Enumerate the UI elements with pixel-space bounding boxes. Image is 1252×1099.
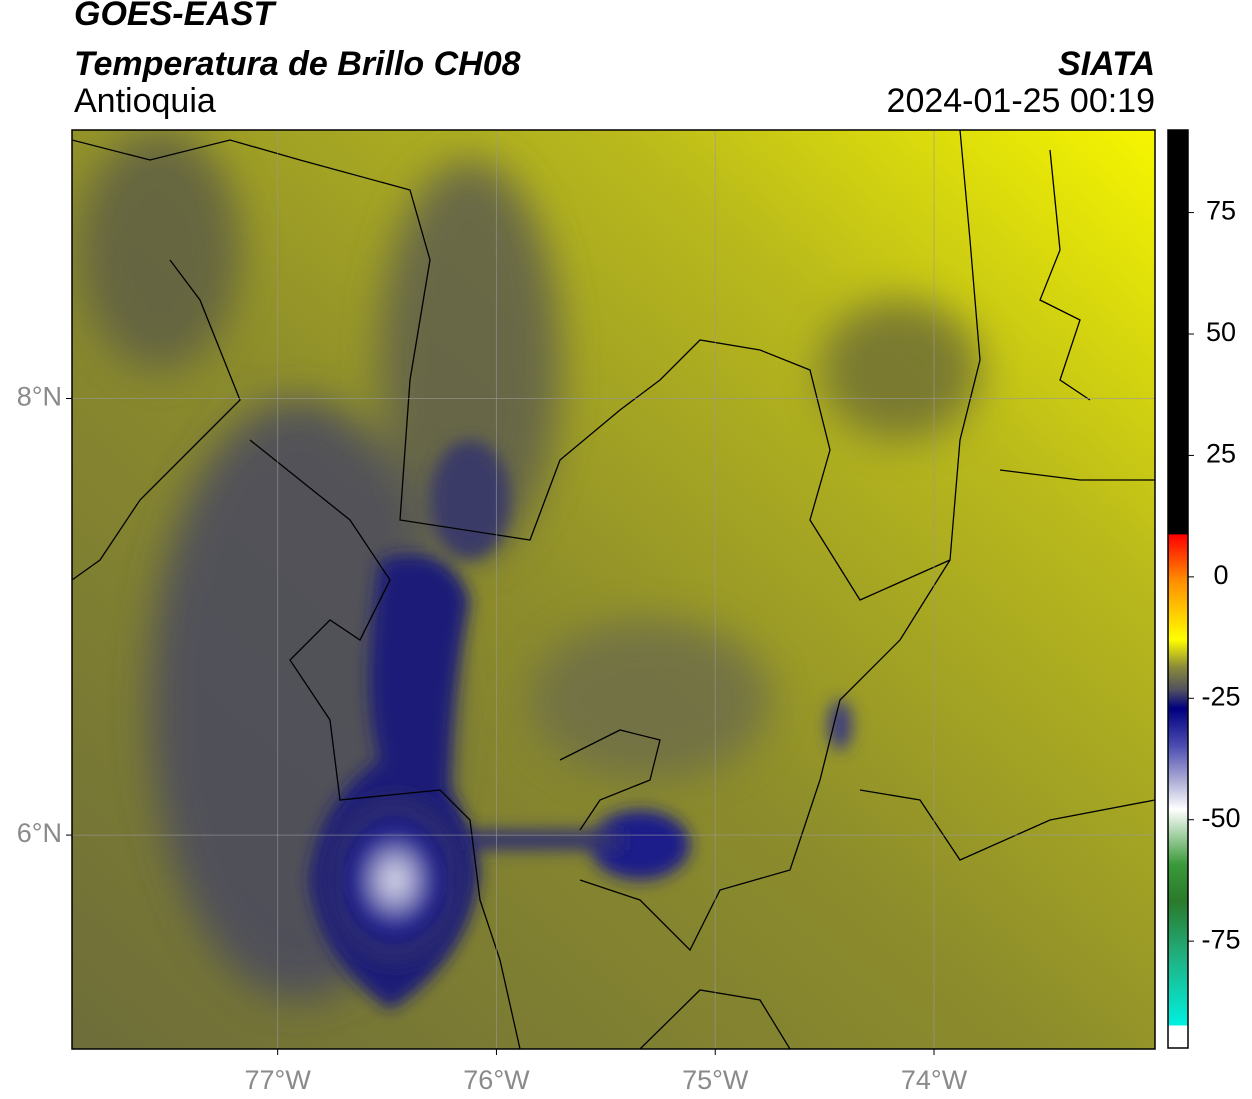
colorbar-tick-label: -25 [1201, 681, 1240, 711]
colorbar-tick-label: 25 [1206, 439, 1236, 469]
y-tick-label: 6°N [17, 818, 62, 848]
map-frame [71, 129, 1156, 1050]
y-tick-label: 8°N [17, 382, 62, 412]
x-tick-label: 75°W [682, 1065, 749, 1095]
title: GOES-EAST [74, 0, 277, 33]
grid [72, 130, 1155, 1049]
source: SIATA [1058, 45, 1155, 83]
region: Antioquia [74, 82, 216, 120]
subtitle: Temperatura de Brillo CH08 [74, 45, 521, 83]
colorbar-tick-label: 0 [1213, 560, 1228, 590]
colorbar-tick-label: -50 [1201, 803, 1240, 833]
colorbar-tick-label: -75 [1201, 924, 1240, 954]
x-tick-label: 77°W [244, 1065, 311, 1095]
colorbar-tick-label: 50 [1206, 317, 1236, 347]
colorbar-tick-label: 75 [1206, 196, 1236, 226]
x-tick-label: 74°W [901, 1065, 968, 1095]
x-tick-label: 76°W [463, 1065, 530, 1095]
datetime: 2024-01-25 00:19 [887, 82, 1155, 120]
colorbar [1167, 129, 1189, 1049]
map-image [72, 130, 1155, 1049]
